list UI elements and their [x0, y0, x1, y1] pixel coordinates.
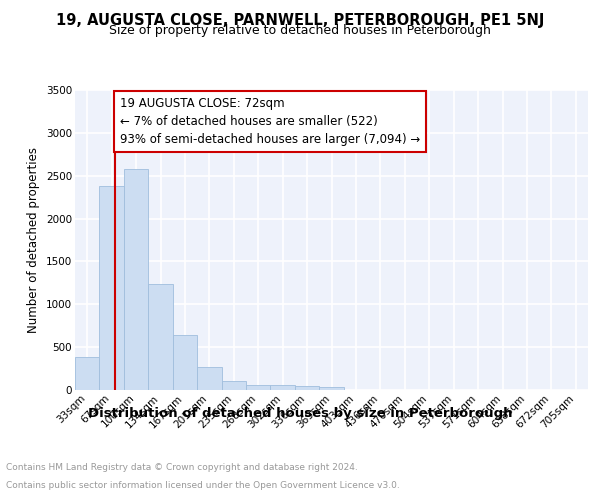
Text: Size of property relative to detached houses in Peterborough: Size of property relative to detached ho… [109, 24, 491, 37]
Text: Distribution of detached houses by size in Peterborough: Distribution of detached houses by size … [88, 408, 512, 420]
Bar [124, 169, 148, 390]
Bar [246, 385, 271, 390]
Bar [148, 284, 173, 390]
Y-axis label: Number of detached properties: Number of detached properties [28, 147, 40, 333]
Text: Contains HM Land Registry data © Crown copyright and database right 2024.: Contains HM Land Registry data © Crown c… [6, 464, 358, 472]
Text: Contains public sector information licensed under the Open Government Licence v3: Contains public sector information licen… [6, 481, 400, 490]
Bar [173, 335, 197, 390]
Text: 19 AUGUSTA CLOSE: 72sqm
← 7% of detached houses are smaller (522)
93% of semi-de: 19 AUGUSTA CLOSE: 72sqm ← 7% of detached… [120, 97, 421, 146]
Bar [295, 386, 319, 390]
Bar [221, 382, 246, 390]
Bar [197, 367, 221, 390]
Bar [75, 358, 100, 390]
Text: 19, AUGUSTA CLOSE, PARNWELL, PETERBOROUGH, PE1 5NJ: 19, AUGUSTA CLOSE, PARNWELL, PETERBOROUG… [56, 12, 544, 28]
Bar [100, 186, 124, 390]
Bar [319, 388, 344, 390]
Bar [271, 386, 295, 390]
